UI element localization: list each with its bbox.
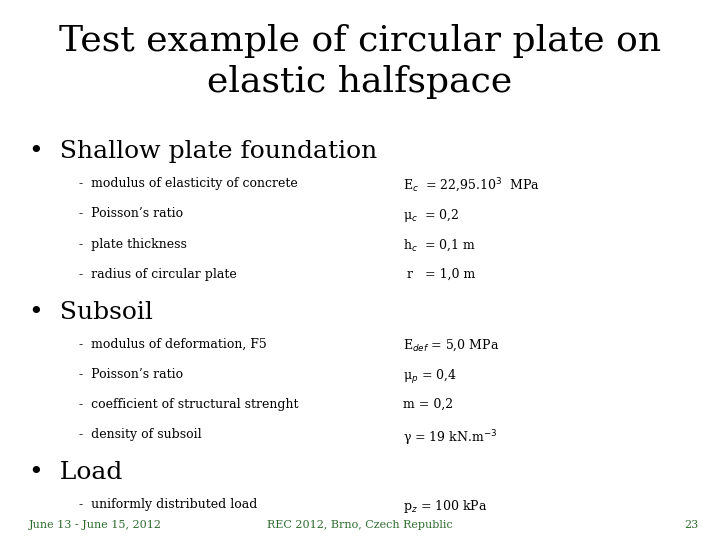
- Text: -  Poisson’s ratio: - Poisson’s ratio: [79, 207, 184, 220]
- Text: -  modulus of elasticity of concrete: - modulus of elasticity of concrete: [79, 177, 298, 190]
- Text: E$_{def}$ = 5,0 MPa: E$_{def}$ = 5,0 MPa: [403, 338, 500, 353]
- Text: h$_c$  = 0,1 m: h$_c$ = 0,1 m: [403, 238, 476, 253]
- Text: •  Shallow plate foundation: • Shallow plate foundation: [29, 140, 377, 164]
- Text: μ$_c$  = 0,2: μ$_c$ = 0,2: [403, 207, 459, 224]
- Text: r   = 1,0 m: r = 1,0 m: [403, 268, 475, 281]
- Text: •  Subsoil: • Subsoil: [29, 301, 153, 324]
- Text: Test example of circular plate on
elastic halfspace: Test example of circular plate on elasti…: [59, 24, 661, 99]
- Text: REC 2012, Brno, Czech Republic: REC 2012, Brno, Czech Republic: [267, 520, 453, 530]
- Text: 23: 23: [684, 520, 698, 530]
- Text: -  Poisson’s ratio: - Poisson’s ratio: [79, 368, 184, 381]
- Text: June 13 - June 15, 2012: June 13 - June 15, 2012: [29, 520, 162, 530]
- Text: m = 0,2: m = 0,2: [403, 398, 454, 411]
- Text: -  plate thickness: - plate thickness: [79, 238, 187, 251]
- Text: E$_c$  = 22,95.10$^3$  MPa: E$_c$ = 22,95.10$^3$ MPa: [403, 177, 540, 195]
- Text: γ = 19 kN.m$^{-3}$: γ = 19 kN.m$^{-3}$: [403, 428, 498, 448]
- Text: -  radius of circular plate: - radius of circular plate: [79, 268, 237, 281]
- Text: p$_z$ = 100 kPa: p$_z$ = 100 kPa: [403, 498, 487, 515]
- Text: -  modulus of deformation, F5: - modulus of deformation, F5: [79, 338, 267, 350]
- Text: μ$_p$ = 0,4: μ$_p$ = 0,4: [403, 368, 457, 386]
- Text: -  coefficient of structural strenght: - coefficient of structural strenght: [79, 398, 299, 411]
- Text: -  density of subsoil: - density of subsoil: [79, 428, 202, 441]
- Text: •  Load: • Load: [29, 461, 122, 484]
- Text: -  uniformly distributed load: - uniformly distributed load: [79, 498, 258, 511]
